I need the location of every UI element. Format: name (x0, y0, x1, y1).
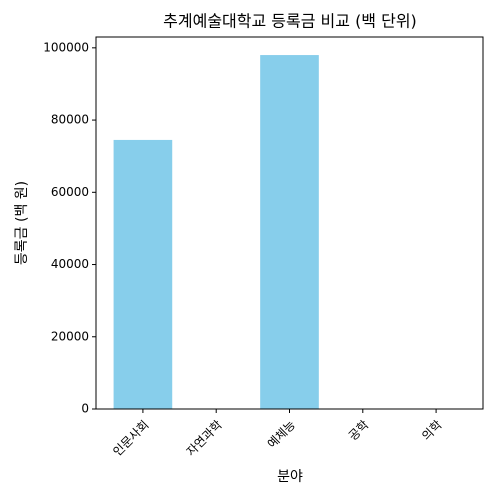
chart-title: 추계예술대학교 등록금 비교 (백 단위) (163, 12, 417, 31)
y-axis-label: 등록금 (백 원) (14, 181, 30, 265)
x-tick-label: 자연과학 (184, 418, 225, 459)
y-tick-label: 60000 (51, 185, 89, 199)
y-tick-label: 0 (81, 402, 89, 416)
bar (260, 55, 319, 409)
y-tick-label: 20000 (51, 329, 89, 343)
y-tick-label: 40000 (51, 257, 89, 271)
x-axis-label: 분야 (277, 469, 303, 485)
y-tick-label: 80000 (51, 113, 89, 127)
y-tick-label: 100000 (43, 40, 89, 54)
x-tick-label: 인문사회 (110, 418, 151, 459)
x-tick-label: 예체능 (265, 418, 298, 451)
x-tick-label: 의학 (419, 418, 445, 444)
x-tick-label: 공학 (346, 418, 372, 444)
bar (113, 139, 173, 409)
plot-frame (95, 36, 484, 410)
